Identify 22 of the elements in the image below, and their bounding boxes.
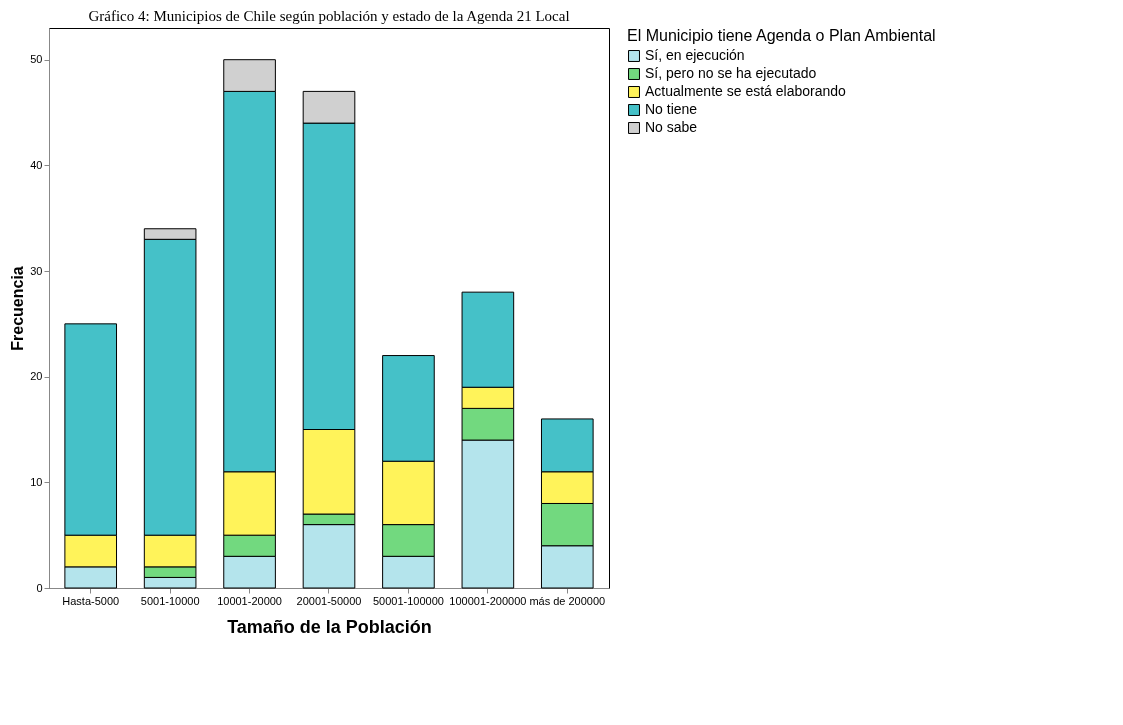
- y-tick-label: 30: [30, 264, 43, 277]
- x-axis-title: Tamaño de la Población: [227, 616, 432, 637]
- legend-label: Sí, en ejecución: [645, 47, 745, 63]
- chart-title: Gráfico 4: Municipios de Chile según población y estado de la Agenda 21 Local: [88, 8, 570, 24]
- y-axis-title: Frecuencia: [9, 266, 27, 351]
- x-tick-label: 50001-100000: [372, 594, 444, 607]
- legend-label: Actualmente se está elaborando: [645, 83, 847, 99]
- y-tick-label: 0: [36, 581, 43, 594]
- x-tick-label: 100001-200000: [449, 594, 527, 607]
- legend-label: No sabe: [645, 119, 698, 135]
- x-tick-label: Hasta-5000: [62, 594, 120, 607]
- x-tick-label: 20001-50000: [296, 594, 362, 607]
- legend-label: Sí, pero no se ha ejecutado: [645, 65, 817, 81]
- x-tick-label: más de 200000: [529, 594, 606, 607]
- legend-label: No tiene: [645, 101, 698, 117]
- y-tick-label: 50: [30, 53, 43, 66]
- y-tick-label: 40: [30, 158, 43, 171]
- y-tick-label: 20: [30, 370, 43, 383]
- y-tick-label: 10: [30, 475, 43, 488]
- x-tick-label: 5001-10000: [140, 594, 200, 607]
- x-tick-label: 10001-20000: [217, 594, 282, 607]
- legend-title: El Municipio tiene Agenda o Plan Ambiental: [627, 27, 936, 44]
